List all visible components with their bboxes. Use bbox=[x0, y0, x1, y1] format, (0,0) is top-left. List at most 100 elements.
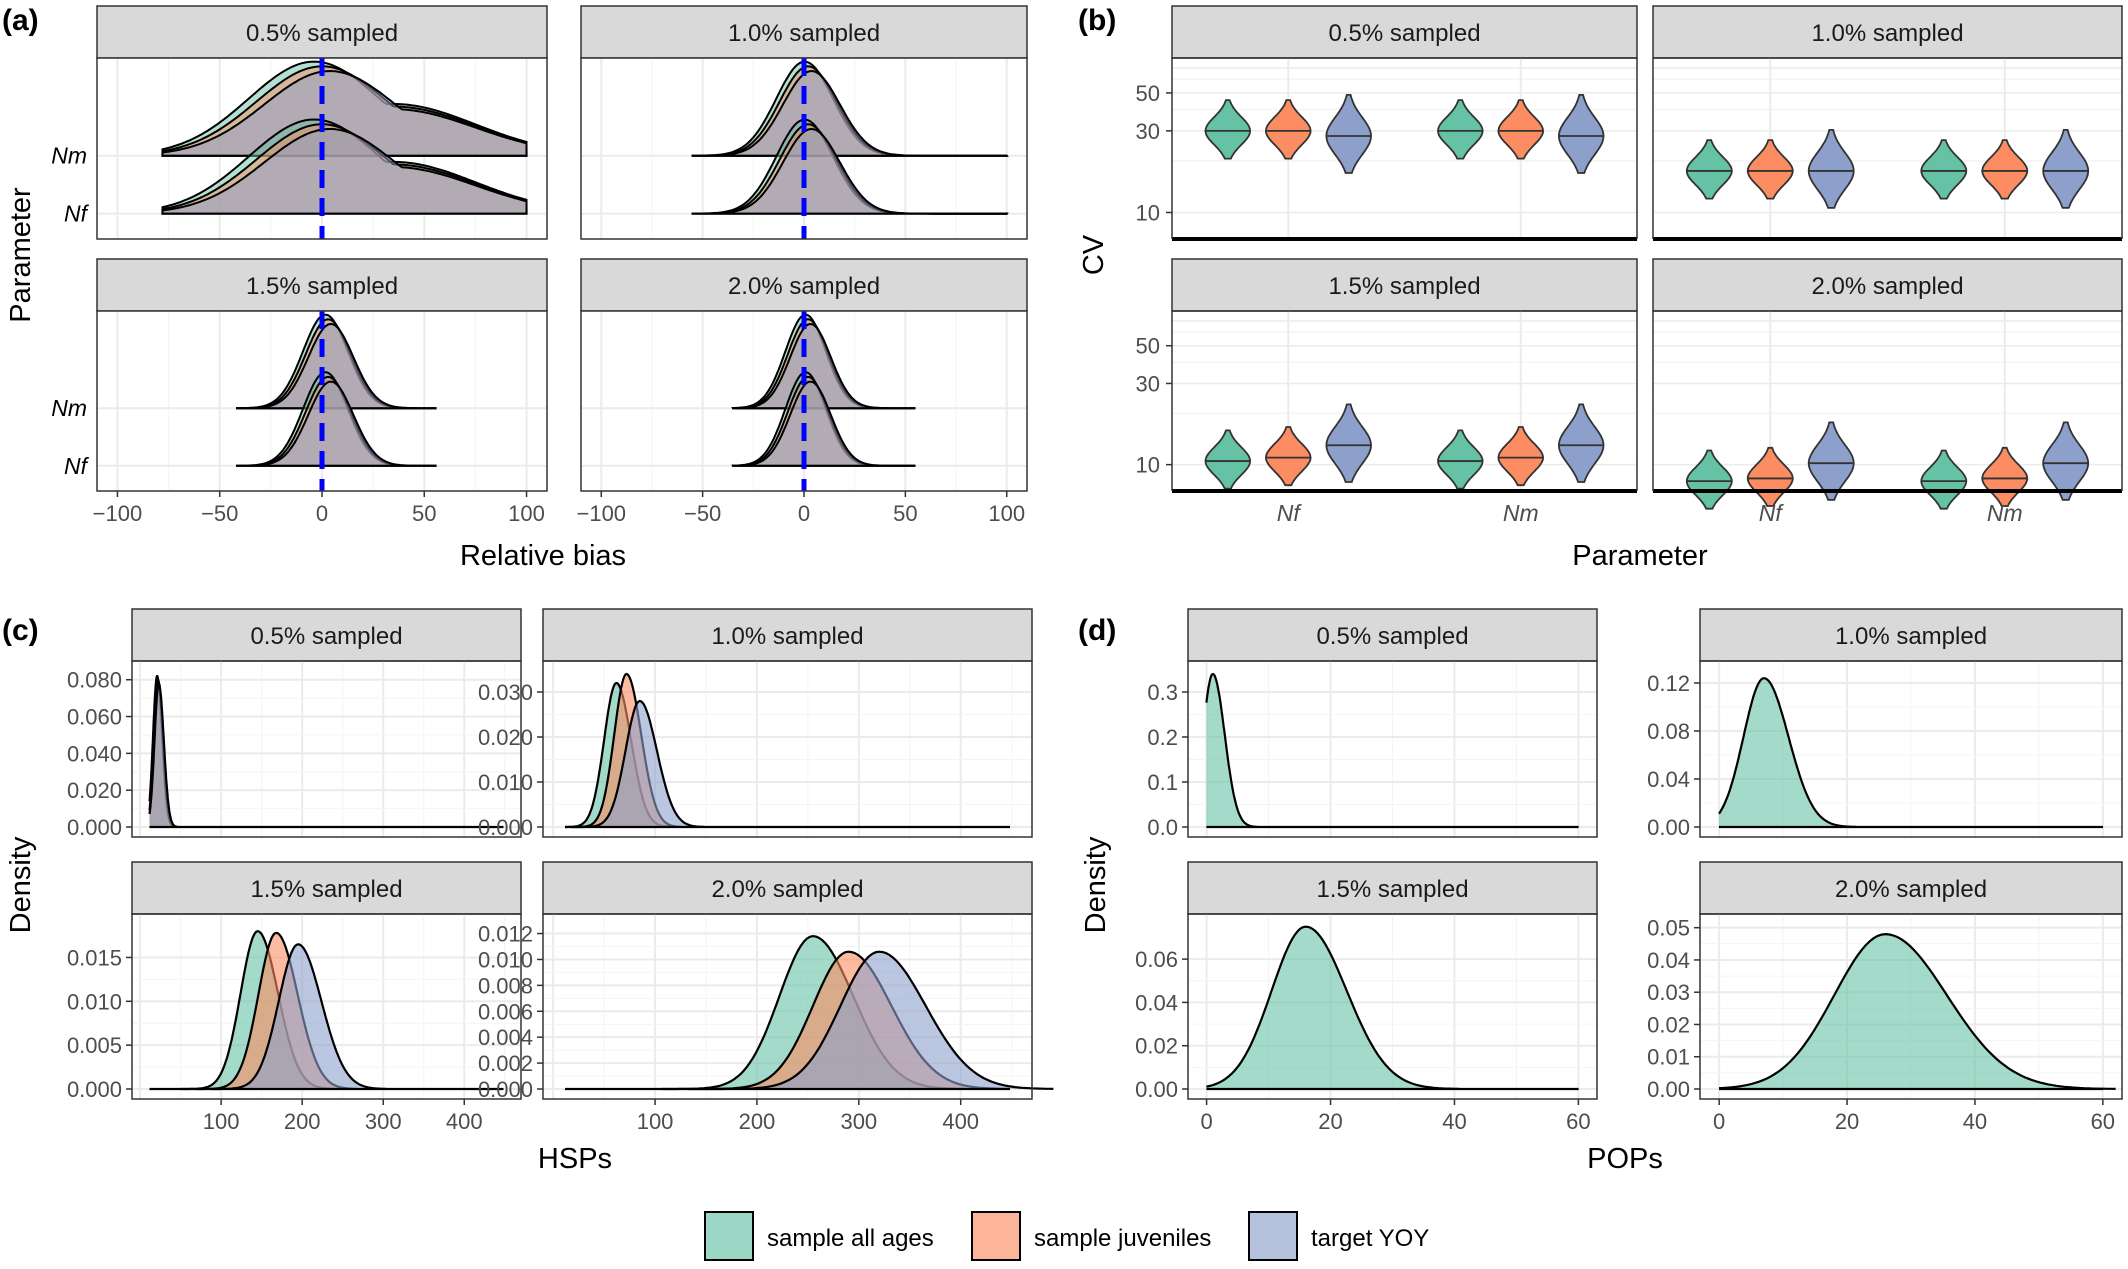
legend-key-juveniles bbox=[971, 1211, 1021, 1261]
panel-b-facet-3-violin-Nm-sample-all-ages bbox=[1437, 429, 1484, 490]
panel-d-facet-3-y-tick-label: 0.04 bbox=[1135, 990, 1178, 1015]
panel-c-facet-3-x-tick-label: 400 bbox=[446, 1109, 483, 1134]
panel-b-facet-2-violin-Nm-sample-juveniles bbox=[1981, 139, 2029, 200]
panel-b-facet-1-violin-Nf-sample-juveniles bbox=[1264, 99, 1312, 160]
panel-a-facet-2-ridge-Nf-target-YOY bbox=[691, 127, 1009, 215]
panel-b-facet-1-y-tick-label: 50 bbox=[1136, 81, 1160, 106]
panel-c-facet-3-x-tick-label: 200 bbox=[284, 1109, 321, 1134]
panel-a-facet-3-x-tick-label: −100 bbox=[93, 501, 143, 526]
panel-a-facet-3-x-tick-label: 100 bbox=[508, 501, 545, 526]
panel-d-facet-1-y-tick-label: 0.3 bbox=[1147, 680, 1178, 705]
panel-b-facet-3-x-tick-label-Nm: Nm bbox=[1503, 500, 1539, 526]
panel-c-facet-1-y-tick-label: 0.060 bbox=[67, 705, 122, 730]
panel-d-facet-2-strip bbox=[1699, 608, 2123, 662]
axis-title-b-y: CV bbox=[1078, 234, 1110, 275]
panel-b-facet-1-violin-Nm-sample-all-ages bbox=[1437, 99, 1484, 160]
panel-c-facet-3-y-tick-label: 0.010 bbox=[67, 989, 122, 1014]
panel-c-facet-4-y-tick-label: 0.004 bbox=[478, 1025, 533, 1050]
panel-a-facet-3-strip bbox=[96, 258, 548, 312]
panel-d-facet-2-y-tick-label: 0.12 bbox=[1647, 671, 1690, 696]
panel-d-facet-4-density-line-sample-all-ages bbox=[1718, 932, 2116, 1090]
panel-a-facet-4-x-tick-label: 100 bbox=[988, 501, 1025, 526]
panel-letter-c: (c) bbox=[2, 614, 39, 647]
panel-a-facet-4-strip-label: 2.0% sampled bbox=[728, 273, 880, 300]
panel-d-facet-4-y-tick-label: 0.00 bbox=[1647, 1077, 1690, 1102]
panel-d-facet-3-x-tick-label: 60 bbox=[1566, 1109, 1590, 1134]
panel-c-facet-4-y-tick-label: 0.000 bbox=[478, 1077, 533, 1102]
panel-d-facet-2-frame bbox=[1699, 660, 2123, 838]
panel-b-facet-2-strip-label: 1.0% sampled bbox=[1811, 20, 1963, 47]
panel-c-facet-4-x-tick-label: 100 bbox=[637, 1109, 674, 1134]
panel-b-facet-4-violin-Nm-sample-juveniles bbox=[1981, 446, 2029, 507]
panel-b-facet-2-violin-Nf-target-YOY bbox=[1807, 129, 1855, 209]
panel-a-facet-1-ridge-Nm-target-YOY bbox=[161, 69, 528, 157]
panel-b-facet-1-violin-Nm-sample-juveniles bbox=[1497, 99, 1545, 160]
panel-d-facet-1-y-tick-label: 0.1 bbox=[1147, 770, 1178, 795]
panel-b-facet-2-violin-Nf-sample-all-ages bbox=[1685, 139, 1733, 200]
panel-c-facet-2-y-tick-label: 0.000 bbox=[478, 815, 533, 840]
panel-c-facet-4-y-tick-label: 0.010 bbox=[478, 947, 533, 972]
legend-label-all-ages: sample all ages bbox=[767, 1225, 934, 1252]
panel-b-facet-1-y-tick-label: 10 bbox=[1136, 200, 1160, 225]
panel-b-facet-3-strip bbox=[1171, 258, 1638, 312]
panel-a-facet-1-strip bbox=[96, 5, 548, 59]
panel-c-facet-4-y-tick-label: 0.012 bbox=[478, 922, 533, 947]
panel-a-facet-4-ridge-Nf-target-YOY bbox=[731, 380, 916, 467]
panel-a-facet-3-ridge-Nf-target-YOY bbox=[236, 380, 437, 467]
panel-c-facet-1-y-tick-label: 0.020 bbox=[67, 778, 122, 803]
panel-a-facet-4-x-tick-label: −50 bbox=[684, 501, 721, 526]
panel-d-facet-2-y-tick-label: 0.08 bbox=[1647, 719, 1690, 744]
panel-c-facet-2-strip-label: 1.0% sampled bbox=[711, 623, 863, 650]
panel-c-facet-4-strip-label: 2.0% sampled bbox=[711, 876, 863, 903]
axis-title-a-x: Relative bias bbox=[460, 540, 626, 572]
panel-a-facet-3-x-tick-label: 50 bbox=[412, 501, 436, 526]
panel-b-facet-1-violin-Nf-target-YOY bbox=[1325, 94, 1372, 174]
panel-a-facet-3-ridge-Nm-target-YOY bbox=[236, 322, 437, 410]
axis-title-d-y: Density bbox=[1080, 836, 1112, 933]
panel-b-facet-4-violin-Nm-sample-all-ages bbox=[1920, 449, 1968, 510]
panel-c-facet-3-y-tick-label: 0.000 bbox=[67, 1077, 122, 1102]
panel-c-facet-4-x-tick-label: 200 bbox=[739, 1109, 776, 1134]
panel-c-facet-1-strip bbox=[131, 608, 522, 662]
panel-b-facet-1-violin-Nm-target-YOY bbox=[1557, 94, 1605, 174]
panel-c-facet-3-strip-label: 1.5% sampled bbox=[250, 876, 402, 903]
panel-a-facet-2-strip-label: 1.0% sampled bbox=[728, 20, 880, 47]
panel-a-facet-3-x-tick-label: −50 bbox=[201, 501, 238, 526]
plot-area: 0.5% sampled Nm Nf 1.0% sampled 1.5% sampled… bbox=[51, 5, 2123, 1134]
panel-a-facet-4-x-tick-label: 0 bbox=[798, 501, 810, 526]
panel-c-facet-3-density-line-target-YOY bbox=[210, 943, 386, 1091]
panel-d-facet-4-x-tick-label: 0 bbox=[1713, 1109, 1725, 1134]
panel-d-facet-2-density-fill-sample-all-ages bbox=[1718, 678, 1857, 827]
panel-c-facet-1-frame bbox=[131, 660, 522, 838]
panel-b-facet-4-violin-Nf-sample-all-ages bbox=[1685, 449, 1733, 510]
panel-a-facet-3-strip-label: 1.5% sampled bbox=[246, 273, 398, 300]
panel-b-facet-3-violin-Nm-target-YOY bbox=[1557, 403, 1605, 483]
axis-title-c-y: Density bbox=[5, 836, 37, 933]
panel-d-facet-1-strip-label: 0.5% sampled bbox=[1316, 623, 1468, 650]
panel-d-facet-4-y-tick-label: 0.01 bbox=[1647, 1045, 1690, 1070]
axis-title-c-x: HSPs bbox=[538, 1143, 612, 1175]
panel-c-facet-2-strip bbox=[542, 608, 1033, 662]
panel-d-facet-4-strip-label: 2.0% sampled bbox=[1835, 876, 1987, 903]
panel-d-facet-3-frame bbox=[1187, 913, 1598, 1100]
legend: sample all ages sample juveniles target … bbox=[704, 1211, 1429, 1261]
panel-b-facet-4-violin-Nf-target-YOY bbox=[1807, 421, 1855, 501]
panel-a-facet-4-ridge-Nm-target-YOY bbox=[731, 322, 916, 410]
panel-d-facet-1-y-tick-label: 0.2 bbox=[1147, 725, 1178, 750]
axis-title-b-x: Parameter bbox=[1572, 540, 1708, 572]
panel-b-facet-4-violin-Nm-target-YOY bbox=[2042, 421, 2090, 501]
panel-c-facet-3-x-tick-label: 100 bbox=[203, 1109, 240, 1134]
panel-d-facet-3-x-tick-label: 40 bbox=[1442, 1109, 1466, 1134]
panel-b-facet-2-strip bbox=[1652, 5, 2123, 59]
panel-d-facet-3-y-tick-label: 0.02 bbox=[1135, 1034, 1178, 1059]
panel-b-facet-3-y-tick-label: 30 bbox=[1136, 371, 1160, 396]
panel-a-facet-3-x-tick-label: 0 bbox=[316, 501, 328, 526]
panel-a-facet-1-y-tick-label-Nf: Nf bbox=[64, 201, 90, 227]
panel-b-facet-3-y-tick-label: 50 bbox=[1136, 334, 1160, 359]
panel-d-facet-3-y-tick-label: 0.06 bbox=[1135, 947, 1178, 972]
panel-b-facet-1-strip bbox=[1171, 5, 1638, 59]
panel-b-facet-3-violin-Nf-target-YOY bbox=[1325, 403, 1372, 483]
panel-d-facet-4-frame bbox=[1699, 913, 2123, 1100]
panel-b-facet-1-y-tick-label: 30 bbox=[1136, 119, 1160, 144]
